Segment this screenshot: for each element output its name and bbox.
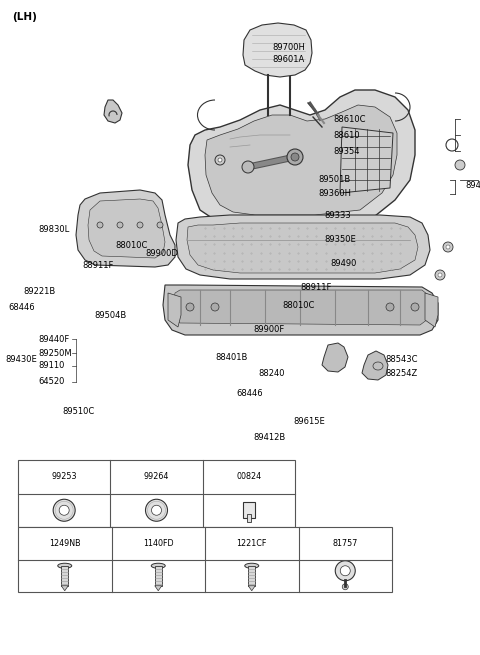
Text: 89510C: 89510C — [62, 407, 94, 417]
Circle shape — [335, 561, 355, 581]
Circle shape — [287, 149, 303, 165]
Circle shape — [215, 155, 225, 165]
Text: 88610: 88610 — [333, 130, 360, 140]
Polygon shape — [88, 199, 165, 258]
Circle shape — [157, 222, 163, 228]
Text: 68446: 68446 — [8, 303, 35, 312]
Text: 89354: 89354 — [333, 147, 360, 155]
Text: 88010C: 88010C — [115, 240, 147, 250]
Circle shape — [97, 222, 103, 228]
Text: (LH): (LH) — [12, 12, 37, 22]
Text: 81757: 81757 — [333, 539, 358, 548]
Text: 88610C: 88610C — [333, 115, 365, 124]
Circle shape — [411, 303, 419, 311]
Text: 88543C: 88543C — [385, 354, 418, 364]
Circle shape — [152, 505, 161, 515]
Bar — [247, 514, 251, 522]
Circle shape — [443, 242, 453, 252]
Polygon shape — [168, 293, 181, 327]
Circle shape — [386, 303, 394, 311]
Text: 00824: 00824 — [236, 472, 262, 481]
Polygon shape — [205, 105, 397, 215]
Text: 89333: 89333 — [324, 210, 351, 219]
Text: 88911F: 88911F — [300, 282, 331, 291]
Text: 89501B: 89501B — [318, 174, 350, 183]
Bar — [248, 566, 255, 586]
Circle shape — [342, 584, 348, 590]
Text: 89700H: 89700H — [272, 43, 305, 52]
Bar — [18, 527, 392, 592]
Text: 89360H: 89360H — [318, 189, 351, 198]
Polygon shape — [425, 293, 438, 327]
Ellipse shape — [151, 563, 165, 569]
Circle shape — [186, 303, 194, 311]
Polygon shape — [322, 343, 348, 372]
Polygon shape — [340, 127, 393, 193]
Text: 88010C: 88010C — [282, 301, 314, 310]
Bar — [155, 566, 162, 586]
Bar — [243, 502, 255, 518]
Text: 89601A: 89601A — [272, 54, 304, 64]
Circle shape — [242, 161, 254, 173]
Ellipse shape — [245, 563, 259, 569]
Circle shape — [211, 303, 219, 311]
Circle shape — [117, 222, 123, 228]
Text: 88240: 88240 — [258, 369, 285, 377]
Text: 1140FD: 1140FD — [143, 539, 174, 548]
Ellipse shape — [58, 563, 72, 569]
Circle shape — [340, 566, 350, 576]
Polygon shape — [104, 100, 122, 123]
Text: 89412B: 89412B — [253, 432, 285, 441]
Circle shape — [218, 158, 222, 162]
Text: 88401B: 88401B — [215, 352, 247, 362]
Text: 64520: 64520 — [38, 377, 64, 386]
Text: 1249NB: 1249NB — [49, 539, 81, 548]
Polygon shape — [243, 23, 312, 77]
Circle shape — [53, 499, 75, 521]
Polygon shape — [76, 190, 175, 267]
Circle shape — [59, 505, 69, 515]
Bar — [61, 566, 68, 586]
Text: 89900D: 89900D — [145, 248, 178, 257]
Circle shape — [145, 499, 168, 521]
Text: 68446: 68446 — [236, 388, 263, 398]
Text: 89504B: 89504B — [94, 310, 126, 320]
Text: 89450N: 89450N — [465, 181, 480, 191]
Text: 99253: 99253 — [51, 472, 77, 481]
Text: 89350E: 89350E — [324, 234, 356, 244]
Text: 89615E: 89615E — [293, 417, 325, 426]
Text: 89440F: 89440F — [38, 335, 69, 343]
Text: 89900F: 89900F — [253, 324, 284, 333]
Circle shape — [435, 270, 445, 280]
Polygon shape — [362, 351, 388, 380]
Text: 89430E: 89430E — [5, 356, 37, 364]
Circle shape — [455, 160, 465, 170]
Text: 88911F: 88911F — [82, 261, 113, 269]
Polygon shape — [188, 90, 415, 225]
Text: 1221CF: 1221CF — [237, 539, 267, 548]
Text: 89490: 89490 — [330, 259, 356, 267]
Polygon shape — [248, 586, 255, 591]
Bar — [18, 460, 295, 527]
Polygon shape — [61, 586, 68, 591]
Polygon shape — [176, 215, 430, 279]
Text: 89830L: 89830L — [38, 225, 69, 233]
Text: 89221B: 89221B — [23, 286, 55, 295]
Polygon shape — [187, 223, 418, 273]
Circle shape — [446, 245, 450, 249]
Text: 99264: 99264 — [144, 472, 169, 481]
Text: 88254Z: 88254Z — [385, 369, 417, 377]
Circle shape — [137, 222, 143, 228]
Circle shape — [438, 273, 442, 277]
Polygon shape — [173, 290, 430, 325]
Polygon shape — [155, 586, 162, 591]
Text: 89110: 89110 — [38, 362, 64, 371]
Text: 89250M: 89250M — [38, 348, 72, 358]
Polygon shape — [163, 285, 438, 335]
Circle shape — [291, 153, 299, 161]
